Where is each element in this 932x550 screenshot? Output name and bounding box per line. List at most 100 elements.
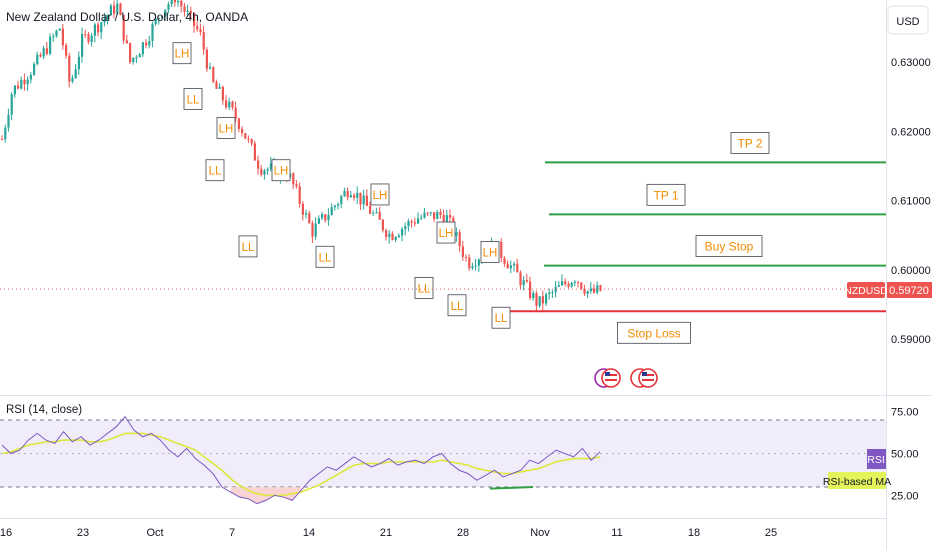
candle-body <box>292 173 295 185</box>
candle-body <box>327 215 330 221</box>
candle-body <box>477 259 480 266</box>
candle-body <box>151 24 154 42</box>
candle-body <box>4 127 7 140</box>
level-label-box[interactable] <box>646 183 686 206</box>
swing-label-box[interactable] <box>480 241 500 263</box>
price-tick-label: 0.60000 <box>891 265 931 277</box>
candle-body <box>257 160 260 169</box>
candle-body <box>116 3 119 14</box>
candle-body <box>295 184 298 187</box>
candle-body <box>234 107 237 119</box>
candle-body <box>42 48 45 57</box>
candle-body <box>33 63 36 75</box>
candle-body <box>529 281 532 298</box>
candle-body <box>148 41 151 46</box>
candle-body <box>305 213 308 215</box>
swing-label-box[interactable] <box>216 117 236 139</box>
candle-body <box>65 45 68 56</box>
time-axis[interactable]: 16 23 Oct 7 14 21 28 Nov 11 18 25 <box>0 527 777 539</box>
candle-body <box>417 218 420 224</box>
candle-body <box>125 40 128 43</box>
candle-body <box>74 69 77 78</box>
candle-body <box>215 81 218 89</box>
candle-body <box>372 212 375 214</box>
flag-stripe <box>642 374 654 376</box>
swing-label-box[interactable] <box>183 87 203 110</box>
swing-label: LL <box>319 252 332 264</box>
swing-label-box[interactable] <box>271 159 291 182</box>
candle-body <box>298 186 301 204</box>
candle-body <box>244 133 247 139</box>
swing-label-box[interactable] <box>205 159 225 182</box>
swing-label-box[interactable] <box>414 277 434 299</box>
candle-body <box>362 195 365 205</box>
candle-body <box>241 128 244 134</box>
level-label-box[interactable] <box>730 132 770 154</box>
candle-body <box>343 190 346 197</box>
currency-button[interactable]: USD <box>887 5 929 35</box>
candle-body <box>177 0 180 3</box>
candle-body <box>119 3 122 16</box>
candle-body <box>23 79 26 85</box>
level-label-box[interactable] <box>695 235 763 257</box>
rsi-axis[interactable]: 75.00 50.00 25.00 <box>891 407 919 503</box>
rsi-tag-label: RSI <box>867 454 885 466</box>
swing-label: LH <box>175 49 190 61</box>
time-tick-label: Nov <box>530 527 550 539</box>
swing-label-box[interactable] <box>172 42 192 65</box>
swing-label-box[interactable] <box>315 245 335 268</box>
swing-label-box[interactable] <box>491 306 511 329</box>
candle-body <box>570 282 573 287</box>
candle-body <box>551 292 554 294</box>
economic-events[interactable] <box>594 368 658 388</box>
swing-label: LL <box>242 242 255 254</box>
candle-body <box>589 288 592 292</box>
candle-body <box>20 79 23 89</box>
candle-body <box>385 230 388 238</box>
candle-body <box>209 67 212 69</box>
candle-body <box>471 266 474 269</box>
candle-body <box>77 56 80 70</box>
candle-body <box>167 4 170 10</box>
swing-label-box[interactable] <box>447 294 467 317</box>
time-tick-label: 16 <box>0 527 12 539</box>
swing-label: LH <box>373 190 388 202</box>
candle-body <box>567 283 570 287</box>
candle-body <box>413 222 416 224</box>
level-label: TP 2 <box>737 136 762 150</box>
candle-body <box>180 0 183 7</box>
candle-body <box>426 212 429 214</box>
us-flag-icon[interactable] <box>601 368 621 388</box>
candle-body <box>212 67 215 82</box>
price-pane[interactable] <box>0 0 886 395</box>
time-tick-label: 28 <box>457 527 469 539</box>
candle-body <box>141 42 144 55</box>
candle-body <box>52 36 55 38</box>
candle-body <box>84 34 87 36</box>
candle-body <box>577 281 580 283</box>
candle-body <box>455 232 458 236</box>
last-price-tags: NZDUSD 0.59720 <box>844 282 932 298</box>
candle-body <box>410 221 413 223</box>
candle-body <box>173 0 176 3</box>
candle-body <box>580 282 583 289</box>
candle-body <box>407 221 410 227</box>
time-tick-label: 25 <box>765 527 777 539</box>
price-axis[interactable]: 0.63000 0.62000 0.61000 0.60000 0.59000 <box>891 57 931 346</box>
candle-body <box>321 214 324 219</box>
level-label-box[interactable] <box>617 321 691 344</box>
rsi-title: RSI (14, close) <box>6 404 82 416</box>
swing-label-box[interactable] <box>436 221 456 244</box>
swing-label-box[interactable] <box>370 183 390 206</box>
time-tick-label: 11 <box>611 527 622 539</box>
candle-body <box>359 192 362 205</box>
candle-body <box>509 265 512 269</box>
candle-body <box>353 195 356 198</box>
us-flag-icon[interactable] <box>638 368 658 388</box>
swing-label-box[interactable] <box>238 235 258 258</box>
swing-label: LH <box>439 228 454 240</box>
candle-body <box>221 86 224 101</box>
candle-body <box>247 138 250 140</box>
chart-title: New Zealand Dollar / U.S. Dollar, 4h, OA… <box>6 10 248 24</box>
